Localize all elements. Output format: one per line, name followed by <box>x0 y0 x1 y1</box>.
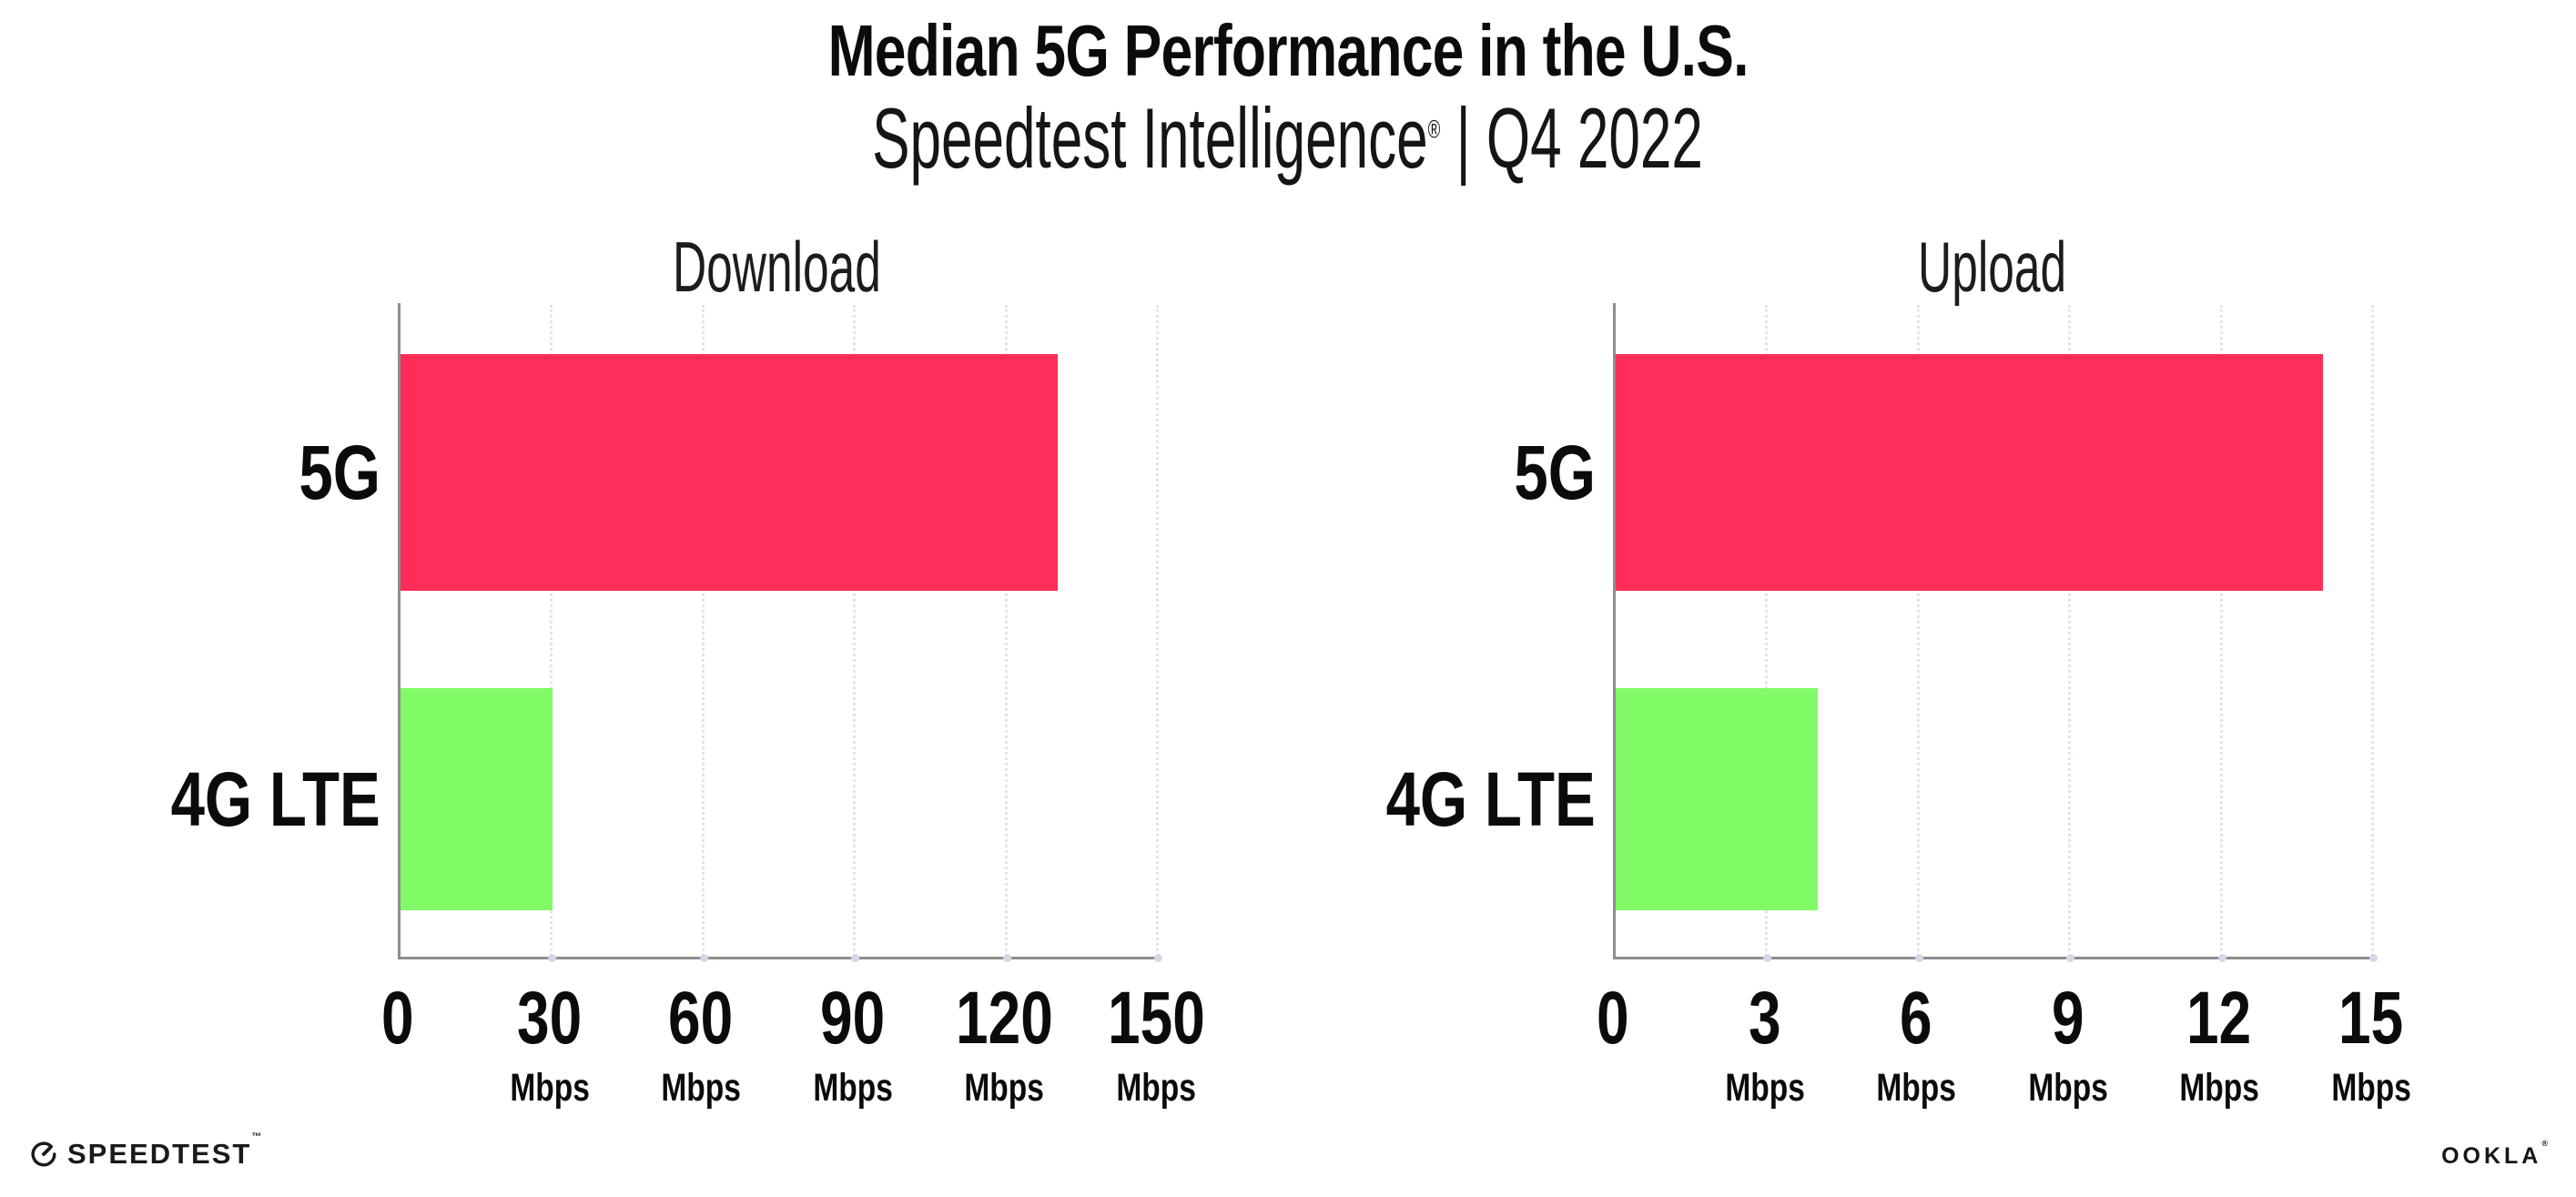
download-xtick-90: 90 Mbps <box>813 977 893 1110</box>
axis-tick-dot <box>2369 954 2378 962</box>
download-gridline-60 <box>700 305 708 962</box>
upload-gridline-3 <box>1763 305 1771 962</box>
download-xtick-150: 150 Mbps <box>1107 977 1205 1110</box>
download-xtick-0: 0 <box>381 977 414 1060</box>
upload-plot-area <box>1613 303 2378 962</box>
upload-category-label-5g: 5G <box>1514 430 1596 515</box>
trademark-symbol: ™ <box>251 1131 262 1142</box>
axis-tick-dot <box>1763 954 1771 962</box>
upload-xtick-3: 3 Mbps <box>1725 977 1805 1110</box>
download-gridline-30 <box>548 305 556 962</box>
download-plot-area <box>398 303 1162 962</box>
upload-chart-title: Upload <box>1917 227 2067 307</box>
upload-gridline-9 <box>2066 305 2074 962</box>
download-bar-5g <box>401 354 1058 591</box>
axis-tick-dot <box>2066 954 2074 962</box>
download-category-label-5g: 5G <box>299 430 380 515</box>
upload-xtick-9: 9 Mbps <box>2028 977 2108 1110</box>
upload-bar-5g <box>1616 354 2324 591</box>
axis-tick-dot <box>700 954 708 962</box>
axis-tick-dot <box>548 954 556 962</box>
axis-tick-dot <box>1915 954 1923 962</box>
upload-gridline-6 <box>1915 305 1923 962</box>
download-gridline-120 <box>1003 305 1011 962</box>
ookla-logo: OOKLA® <box>2441 1139 2548 1169</box>
page-subtitle: Speedtest Intelligence® | Q4 2022 <box>0 89 2576 188</box>
axis-tick-dot <box>851 954 859 962</box>
download-gridline-150 <box>1154 305 1162 962</box>
subtitle-brand: Speedtest Intelligence <box>872 90 1429 186</box>
download-xtick-60: 60 Mbps <box>661 977 741 1110</box>
download-chart-title: Download <box>673 227 881 307</box>
axis-tick-dot <box>1154 954 1162 962</box>
download-xtick-120: 120 Mbps <box>955 977 1053 1110</box>
upload-xtick-12: 12 Mbps <box>2179 977 2259 1110</box>
axis-tick-dot <box>2218 954 2226 962</box>
upload-category-label-4g-lte: 4G LTE <box>1385 756 1596 842</box>
download-bar-4g-lte <box>401 688 553 910</box>
registered-symbol: ® <box>2541 1139 2548 1148</box>
upload-xtick-6: 6 Mbps <box>1876 977 1956 1110</box>
speedtest-logo: SPEEDTEST™ <box>30 1131 262 1170</box>
upload-gridline-15 <box>2369 305 2378 962</box>
upload-xtick-0: 0 <box>1597 977 1629 1060</box>
download-category-label-4g-lte: 4G LTE <box>170 756 380 842</box>
axis-tick-dot <box>1003 954 1011 962</box>
registered-mark: ® <box>1428 114 1441 144</box>
upload-gridline-12 <box>2218 305 2226 962</box>
upload-bar-4g-lte <box>1616 688 1819 910</box>
download-xtick-30: 30 Mbps <box>510 977 590 1110</box>
speedtest-gauge-icon <box>31 1141 56 1166</box>
subtitle-period: | Q4 2022 <box>1440 90 1704 186</box>
speedtest-wordmark: SPEEDTEST™ <box>67 1131 262 1170</box>
page-title: Median 5G Performance in the U.S. <box>827 10 1749 91</box>
upload-xtick-15: 15 Mbps <box>2331 977 2411 1110</box>
download-gridline-90 <box>851 305 859 962</box>
